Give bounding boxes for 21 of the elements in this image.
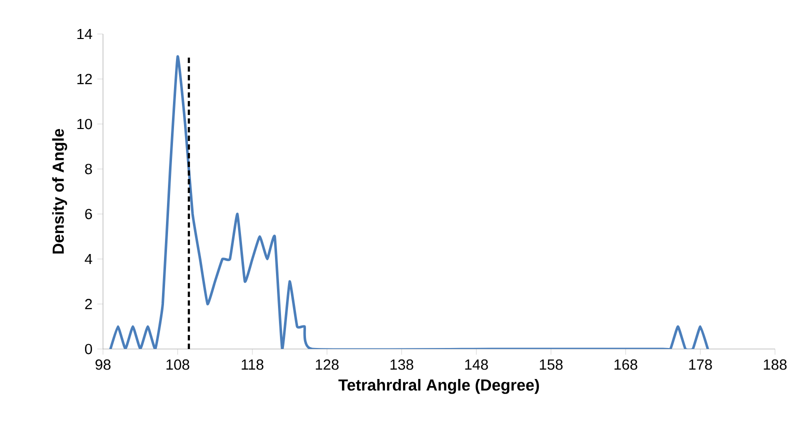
y-tick-label: 0 (85, 344, 92, 354)
line-series (109, 55, 710, 349)
y-tick-label: 10 (77, 118, 92, 130)
x-tick-label: 138 (390, 359, 414, 370)
y-tick-label: 6 (85, 208, 92, 220)
x-tick-label: 128 (316, 359, 339, 370)
y-tick-label: 2 (85, 298, 92, 310)
x-tick-label: 98 (96, 359, 111, 370)
x-tick-label: 158 (540, 359, 563, 370)
y-tick-label: 14 (77, 28, 92, 40)
x-axis-title: Tetrahrdral Angle (Degree) (338, 378, 539, 394)
x-tick-label: 148 (465, 359, 488, 370)
x-tick-label: 178 (689, 359, 712, 370)
y-tick-label: 12 (77, 74, 92, 84)
x-tick-label: 168 (614, 359, 638, 370)
y-tick-label: 8 (85, 164, 92, 174)
y-axis-title: Density of Angle (52, 128, 68, 254)
x-tick-label: 188 (764, 359, 787, 370)
y-tick-label: 4 (84, 254, 92, 264)
x-tick-label: 118 (242, 359, 264, 370)
x-tick-label: 108 (166, 359, 190, 370)
